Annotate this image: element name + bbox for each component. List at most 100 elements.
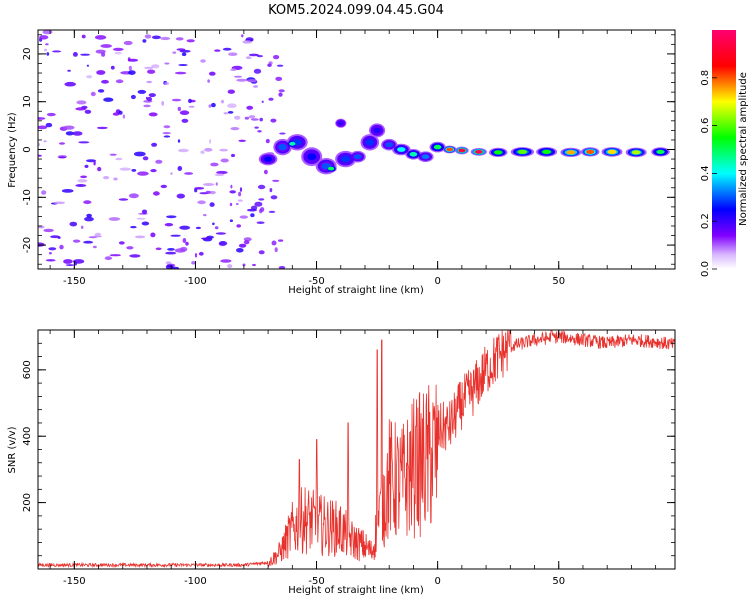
noise-speckle [86, 159, 96, 163]
noise-speckle [227, 264, 233, 269]
noise-speckle [229, 219, 233, 222]
noise-speckle [151, 64, 160, 69]
signal-blob [542, 149, 552, 154]
noise-speckle [160, 184, 167, 189]
noise-speckle [84, 109, 92, 114]
noise-speckle [227, 89, 235, 94]
noise-speckle [177, 148, 189, 153]
noise-speckle [128, 193, 139, 199]
noise-speckle [165, 261, 172, 265]
signal-blob [373, 127, 381, 134]
noise-speckle [178, 64, 188, 66]
signal-blob [328, 166, 335, 171]
noise-speckle [86, 64, 89, 67]
signal-blob [566, 150, 576, 155]
noise-speckle [126, 246, 134, 250]
noise-speckle [142, 39, 147, 43]
noise-speckle [215, 232, 226, 235]
noise-speckle [174, 71, 187, 75]
colorbar-tick-label: 0.8 [700, 70, 711, 86]
noise-speckle [211, 102, 216, 108]
noise-speckle [109, 254, 122, 257]
noise-speckle [114, 51, 122, 55]
signal-blob [458, 148, 466, 153]
noise-speckle [258, 250, 265, 255]
signal-blob [353, 154, 362, 160]
noise-speckle [238, 139, 246, 142]
noise-speckle [220, 259, 232, 263]
noise-speckle [228, 52, 238, 56]
noise-speckle [137, 89, 147, 94]
noise-speckle [194, 253, 198, 258]
noise-speckle [46, 112, 56, 117]
noise-speckle [93, 160, 96, 166]
noise-speckle [65, 131, 74, 136]
noise-speckle [198, 251, 204, 256]
x-tick-label: -50 [308, 276, 324, 287]
noise-speckle [214, 49, 221, 52]
snr-frame [37, 329, 676, 570]
noise-speckle [278, 89, 285, 93]
colorbar-tick-label: 0.6 [700, 118, 711, 134]
noise-speckle [236, 224, 241, 228]
noise-speckle [113, 177, 118, 181]
signal-blob [475, 150, 483, 154]
noise-speckle [214, 173, 225, 177]
noise-speckle [144, 34, 152, 39]
signal-blob [397, 147, 406, 152]
colorbar-tick-label: 0.2 [700, 213, 711, 229]
noise-speckle [96, 126, 108, 130]
noise-speckle [112, 47, 124, 52]
signal-blob [433, 144, 442, 150]
noise-speckle [80, 175, 87, 179]
noise-speckle [243, 237, 252, 242]
noise-speckle [200, 59, 206, 63]
noise-speckle [270, 118, 277, 123]
noise-speckle [119, 167, 131, 171]
noise-speckle [84, 216, 94, 222]
noise-speckle [86, 75, 93, 79]
noise-speckle [155, 159, 163, 164]
noise-speckle [244, 116, 250, 120]
noise-speckle [143, 104, 151, 108]
noise-speckle [48, 247, 57, 251]
noise-speckle [110, 65, 115, 70]
noise-speckle [271, 240, 277, 246]
colorbar-gradient [712, 30, 736, 269]
noise-speckle [108, 217, 121, 221]
signal-blob [341, 155, 351, 163]
signal-blob [307, 153, 317, 161]
signal-blob [517, 149, 528, 154]
noise-speckle [94, 232, 102, 237]
noise-speckle [209, 202, 215, 207]
noise-speckle [260, 207, 265, 212]
noise-speckle [258, 198, 265, 201]
noise-speckle [253, 85, 258, 88]
noise-speckle [131, 169, 137, 172]
noise-speckle [118, 241, 125, 245]
y-tick-label: 20 [22, 48, 33, 61]
noise-speckle [220, 158, 229, 163]
noise-speckle [96, 70, 106, 75]
noise-speckle [115, 79, 124, 84]
y-tick-label: -10 [22, 189, 33, 205]
noise-speckle [259, 117, 264, 122]
noise-speckle [155, 247, 162, 251]
noise-speckle [151, 142, 158, 147]
noise-speckle [53, 201, 66, 205]
noise-speckle [182, 238, 187, 243]
x-tick-label: 50 [552, 576, 565, 587]
noise-speckle [167, 248, 175, 251]
noise-speckle [278, 92, 283, 97]
noise-speckle [274, 247, 278, 253]
noise-speckle [72, 239, 81, 243]
noise-speckle [43, 228, 54, 233]
noise-speckle [142, 156, 149, 161]
signal-blob [607, 149, 617, 154]
spectrogram-ylabel: Frequency (Hz) [7, 112, 18, 188]
noise-speckle [150, 169, 157, 173]
noise-speckle [84, 164, 89, 168]
noise-speckle [236, 248, 244, 253]
noise-speckle [162, 132, 171, 135]
